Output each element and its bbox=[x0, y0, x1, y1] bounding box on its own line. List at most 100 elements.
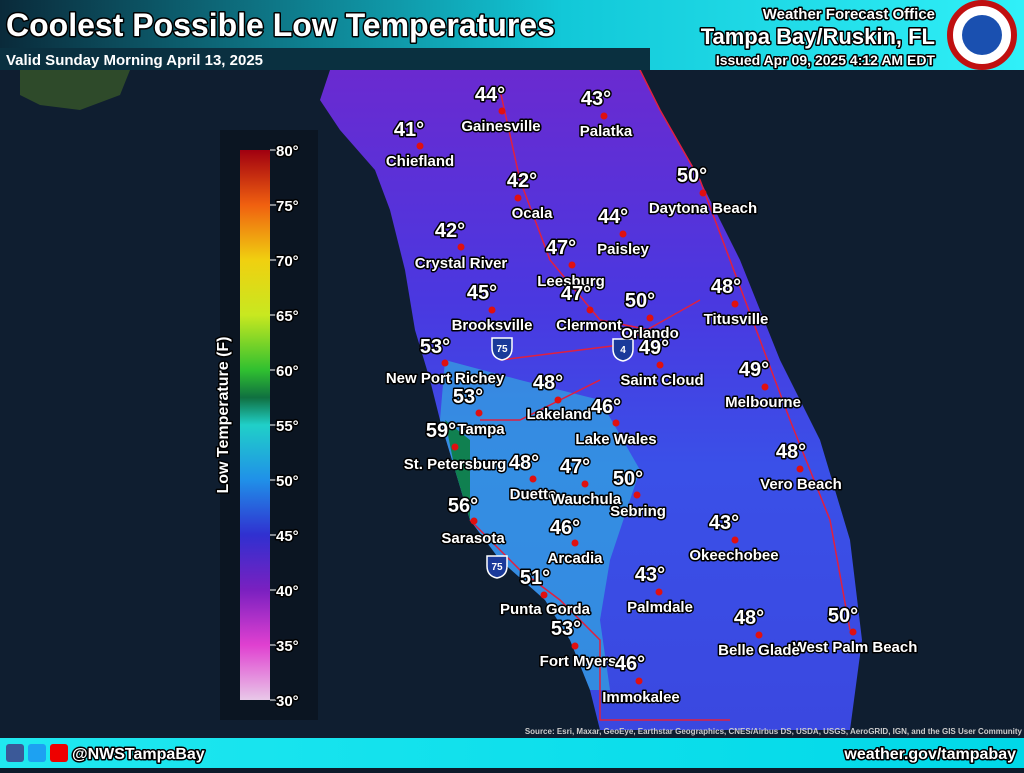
city-dot bbox=[646, 314, 654, 322]
city-temp: 42° bbox=[507, 170, 537, 192]
city-name: Orlando bbox=[621, 325, 679, 342]
city-temp: 41° bbox=[394, 119, 424, 141]
city-temp: 47° bbox=[561, 283, 591, 305]
city-name: Brooksville bbox=[452, 317, 533, 334]
city-name: Sebring bbox=[610, 503, 666, 520]
city-name: Leesburg bbox=[537, 273, 605, 290]
city-temp: 50° bbox=[613, 468, 643, 490]
city-temp: 49° bbox=[739, 359, 769, 381]
city-temp: 46° bbox=[591, 396, 621, 418]
city-name: Daytona Beach bbox=[649, 200, 757, 217]
city-name: Melbourne bbox=[725, 394, 801, 411]
tick-label: 60° bbox=[276, 363, 299, 380]
city-temp: 50° bbox=[625, 290, 655, 312]
city-name: Sarasota bbox=[441, 530, 505, 547]
city-temp: 48° bbox=[734, 607, 764, 629]
city-name: Palatka bbox=[580, 123, 633, 140]
city-temp: 47° bbox=[560, 456, 590, 478]
tick-label: 55° bbox=[276, 418, 299, 435]
city-name: Crystal River bbox=[415, 255, 508, 272]
city-temp: 50° bbox=[677, 165, 707, 187]
tick-label: 40° bbox=[276, 583, 299, 600]
city-dot bbox=[498, 107, 506, 115]
city-dot bbox=[796, 465, 804, 473]
city-temp: 49° bbox=[639, 337, 669, 359]
city-name: Okeechobee bbox=[689, 547, 778, 564]
city-name: Arcadia bbox=[547, 550, 603, 567]
city-name: Immokalee bbox=[602, 689, 680, 706]
city-dot bbox=[586, 306, 594, 314]
coast-zone bbox=[445, 420, 470, 520]
social[interactable]: @NWSTampaBay bbox=[71, 745, 207, 765]
city-name: Lake Wales bbox=[575, 431, 656, 448]
city-dot bbox=[635, 677, 643, 685]
shield bbox=[491, 337, 513, 361]
subtitle: Valid Sunday Morning April 13, 2025 bbox=[6, 52, 263, 69]
city-temp: 53° bbox=[551, 618, 581, 640]
city-name: Belle Glade bbox=[718, 642, 800, 659]
city-name: Punta Gorda bbox=[500, 601, 591, 618]
youtube-icon[interactable] bbox=[50, 744, 68, 762]
city-name: Wauchula bbox=[551, 491, 622, 508]
city-temp: 48° bbox=[711, 276, 741, 298]
city-name: Chiefland bbox=[386, 153, 454, 170]
city-dot bbox=[699, 189, 707, 197]
footer bbox=[0, 738, 1024, 768]
city-dot bbox=[514, 194, 522, 202]
city-name: Vero Beach bbox=[760, 476, 842, 493]
source: Source: Esri, Maxar, GeoEye, Earthstar G… bbox=[525, 727, 1023, 736]
city-dot bbox=[600, 112, 608, 120]
facebook-icon[interactable] bbox=[6, 744, 24, 762]
city-name: Duette bbox=[510, 486, 557, 503]
city-name: Palmdale bbox=[627, 599, 693, 616]
tick-label: 30° bbox=[276, 693, 299, 710]
city-temp: 42° bbox=[435, 220, 465, 242]
city-dot bbox=[849, 628, 857, 636]
tick-label: 45° bbox=[276, 528, 299, 545]
city-dot bbox=[488, 306, 496, 314]
issued: Issued Apr 09, 2025 4:12 AM EDT bbox=[716, 52, 936, 68]
city-name: Fort Myers bbox=[540, 653, 617, 670]
city-dot bbox=[451, 443, 459, 451]
nws-logo-center bbox=[962, 15, 1002, 55]
city-dot bbox=[619, 230, 627, 238]
city-temp: 44° bbox=[598, 206, 628, 228]
shield bbox=[486, 555, 508, 579]
tick-label: 70° bbox=[276, 253, 299, 270]
city-name: Paisley bbox=[597, 241, 649, 258]
title: Coolest Possible Low Temperatures bbox=[6, 7, 555, 43]
city-dot bbox=[731, 536, 739, 544]
tick-label: 65° bbox=[276, 308, 299, 325]
city-temp: 48° bbox=[509, 452, 539, 474]
city-temp: 51° bbox=[520, 567, 550, 589]
city-temp: 43° bbox=[581, 88, 611, 110]
city-dot bbox=[529, 475, 537, 483]
shield-label: 75 bbox=[491, 562, 503, 573]
city-dot bbox=[475, 409, 483, 417]
city-dot bbox=[571, 539, 579, 547]
city-dot bbox=[633, 491, 641, 499]
website[interactable]: weather.gov/tampabay bbox=[842, 745, 1018, 765]
tick-label: 75° bbox=[276, 198, 299, 215]
city-dot bbox=[612, 419, 620, 427]
city-dot bbox=[416, 142, 424, 150]
city-name: Tampa bbox=[457, 421, 505, 438]
city-name: St. Petersburg bbox=[404, 456, 507, 473]
shield bbox=[612, 338, 634, 362]
office: Weather Forecast Office bbox=[763, 6, 935, 23]
tick-label: 35° bbox=[276, 638, 299, 655]
city-name: Saint Cloud bbox=[620, 372, 703, 389]
warm-zone bbox=[440, 360, 640, 690]
city-dot bbox=[761, 383, 769, 391]
city-temp: 48° bbox=[533, 372, 563, 394]
subtitle-bar bbox=[0, 48, 650, 70]
twitter-icon[interactable] bbox=[28, 744, 46, 762]
city-name: Titusville bbox=[704, 311, 769, 328]
city-name: Lakeland bbox=[526, 406, 591, 423]
city-dot bbox=[568, 261, 576, 269]
city-dot bbox=[755, 631, 763, 639]
city-dot bbox=[554, 396, 562, 404]
city-temp: 46° bbox=[615, 653, 645, 675]
city-dot bbox=[470, 517, 478, 525]
